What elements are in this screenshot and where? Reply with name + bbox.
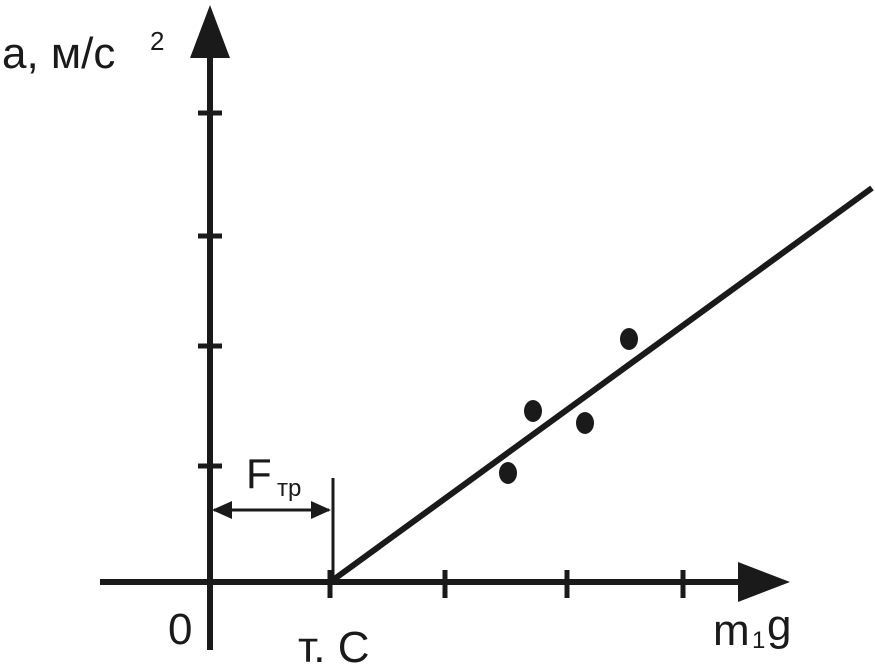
- x-axis-label-end: g: [767, 601, 791, 650]
- arrow-left: [212, 501, 232, 519]
- data-points: [499, 328, 638, 484]
- friction-label-sub: тр: [277, 475, 301, 502]
- y-arrow: [190, 5, 230, 58]
- x-axis-label-sub: 1: [752, 627, 765, 654]
- origin-label: 0: [168, 605, 192, 654]
- x-ticks: [327, 570, 686, 598]
- arrow-right: [311, 501, 331, 519]
- y-ticks: [198, 110, 222, 469]
- fit-line: [331, 185, 874, 583]
- x-axis-label: m: [713, 606, 750, 655]
- x-arrow: [738, 562, 790, 602]
- friction-label: F: [246, 450, 272, 497]
- point-c-label: т. С: [298, 623, 370, 667]
- y-axis-label: а, м/с: [2, 29, 115, 78]
- y-axis-label-sup: 2: [150, 26, 164, 56]
